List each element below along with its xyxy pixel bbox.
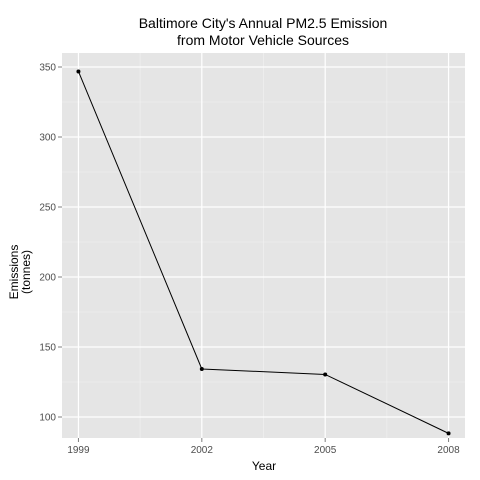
x-tick-label: 2008 <box>437 445 460 456</box>
series-layer <box>76 69 451 436</box>
data-point <box>76 69 81 74</box>
x-tick-label: 1999 <box>67 445 90 456</box>
y-tick-label: 350 <box>39 63 56 74</box>
x-tick-label: 2002 <box>191 445 214 456</box>
data-point <box>323 372 328 377</box>
major-gridlines <box>62 53 465 438</box>
x-axis-title: Year <box>252 459 276 473</box>
data-point <box>199 366 204 371</box>
series-line <box>77 71 449 434</box>
y-axis-ticks: 100 150 200 250 300 350 <box>39 63 62 424</box>
y-axis-title-line-1: Emissions <box>7 245 21 300</box>
y-axis-title: Emissions (tonnes) <box>7 245 33 300</box>
chart-title-line-1: Baltimore City's Annual PM2.5 Emission <box>139 15 388 31</box>
y-tick-label: 100 <box>39 413 56 424</box>
y-tick-label: 300 <box>39 133 56 144</box>
chart-title-line-2: from Motor Vehicle Sources <box>177 32 349 48</box>
data-point <box>446 431 451 436</box>
x-axis-ticks: 1999 2002 2005 2008 <box>67 438 460 456</box>
minor-gridlines <box>62 53 465 438</box>
y-tick-label: 200 <box>39 273 56 284</box>
y-tick-label: 250 <box>39 203 56 214</box>
y-tick-label: 150 <box>39 343 56 354</box>
x-tick-label: 2005 <box>314 445 337 456</box>
y-axis-title-line-2: (tonnes) <box>19 250 33 294</box>
